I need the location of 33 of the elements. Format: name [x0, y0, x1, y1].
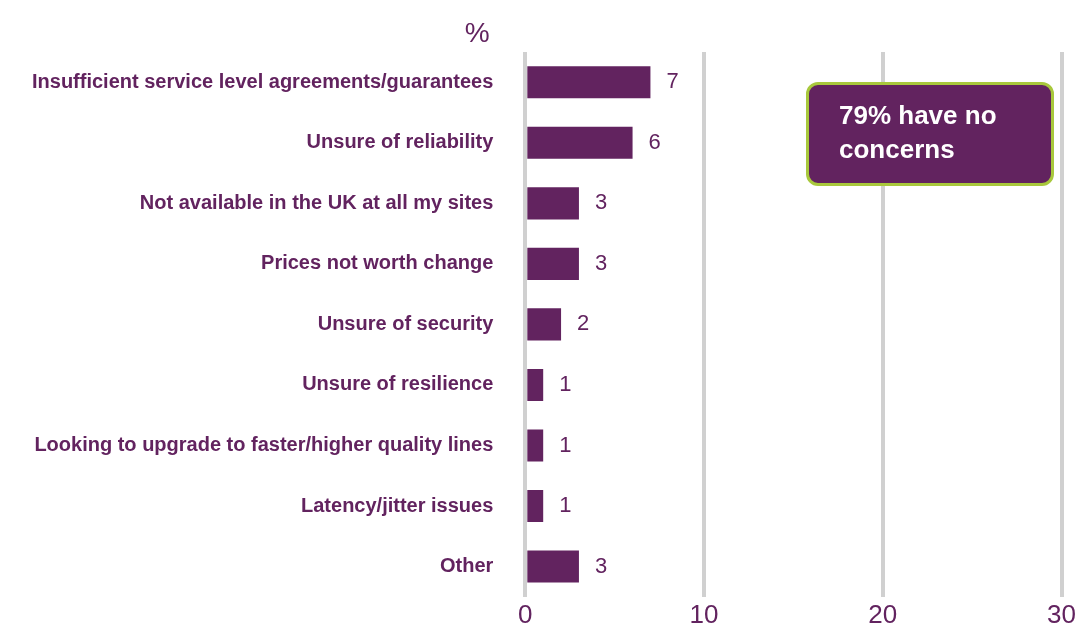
y-tick-label: Latency/jitter issues: [301, 493, 494, 516]
data-label: 3: [594, 552, 608, 578]
bar: [527, 247, 579, 280]
data-label: 1: [559, 371, 572, 396]
bar: [527, 308, 562, 341]
bar: [527, 66, 651, 99]
data-label: 1: [559, 431, 572, 457]
y-tick-label: Unsure of reliability: [306, 130, 495, 153]
data-label: 2: [577, 310, 590, 336]
data-label: 1: [559, 492, 572, 518]
y-tick-label: Unsure of security: [317, 311, 495, 334]
bar: [527, 187, 579, 220]
x-tick-label: 20: [868, 598, 898, 629]
y-tick-label: Prices not worth change: [261, 251, 494, 274]
bar: [527, 429, 544, 462]
x-tick-label: 0: [518, 598, 533, 629]
bar: [527, 489, 544, 523]
data-label: 3: [594, 189, 608, 215]
y-tick-label: Other: [439, 554, 494, 577]
bar: [527, 126, 633, 159]
y-tick-label: Unsure of resilience: [302, 372, 494, 395]
annotation: 79% have no concerns: [839, 99, 998, 166]
y-tick-label: Not available in the UK at all my sites: [139, 190, 494, 213]
bar: [527, 550, 579, 583]
data-label: 7: [666, 68, 679, 94]
bar: [527, 368, 544, 401]
x-tick-label: 30: [1047, 598, 1076, 629]
y-tick-label: Looking to upgrade to faster/higher quality lines: [34, 432, 494, 455]
y-tick-label: Insufficient service level agreements/guarantees: [31, 69, 494, 92]
data-label: 3: [594, 249, 608, 275]
x-tick-label: 10: [689, 598, 719, 629]
data-label: 6: [648, 128, 661, 154]
x-axis-title: %: [464, 16, 490, 48]
